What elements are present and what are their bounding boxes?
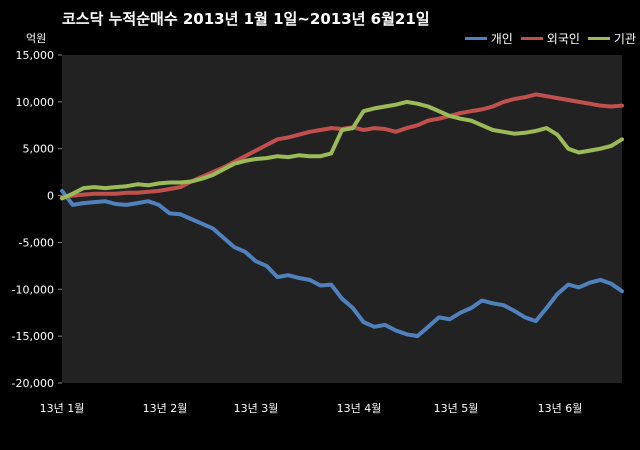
y-axis: 15,000 10,000 5,000 0 -5,000 -10,000 -15,000 -2… <box>12 49 62 390</box>
legend-label-foreign: 외국인 <box>546 32 580 46</box>
legend-swatch-institution <box>587 37 610 40</box>
x-axis: 13년 1월 13년 2월 13년 3월 13년 4월 13년 5월 13년 6월 <box>40 402 583 415</box>
y-tick-label: 15,000 <box>16 49 55 62</box>
legend-item-foreign: 외국인 <box>520 30 580 47</box>
x-tick-label: 13년 5월 <box>434 402 479 415</box>
y-tick-label: 0 <box>47 190 54 203</box>
legend-swatch-individual <box>464 37 487 40</box>
x-tick-label: 13년 2월 <box>143 402 188 415</box>
series-lines <box>60 92 624 339</box>
legend-item-institution: 기관 <box>587 30 636 47</box>
x-tick-label: 13년 3월 <box>234 402 279 415</box>
x-tick-label: 13년 4월 <box>337 402 382 415</box>
legend-label-individual: 개인 <box>490 32 513 46</box>
y-tick-label: -20,000 <box>12 377 54 390</box>
y-axis-unit-label: 억원 <box>26 32 47 45</box>
series-line-institution <box>60 99 624 201</box>
y-tick-label: -15,000 <box>12 330 54 343</box>
x-tick-label: 13년 1월 <box>40 402 85 415</box>
legend: 개인 외국인 기관 <box>464 30 636 47</box>
y-tick-label: 5,000 <box>23 143 55 156</box>
y-tick-label: -10,000 <box>12 283 54 296</box>
series-line-individual <box>60 188 624 339</box>
x-tick-label: 13년 6월 <box>538 402 583 415</box>
legend-swatch-foreign <box>520 37 543 40</box>
legend-item-individual: 개인 <box>464 30 513 47</box>
plot-area <box>62 55 622 383</box>
y-tick-label: 10,000 <box>16 96 55 109</box>
chart-title: 코스닥 누적순매수 2013년 1월 1일~2013년 6월21일 <box>62 10 430 28</box>
y-tick-label: -5,000 <box>19 236 54 249</box>
legend-label-institution: 기관 <box>613 32 636 46</box>
